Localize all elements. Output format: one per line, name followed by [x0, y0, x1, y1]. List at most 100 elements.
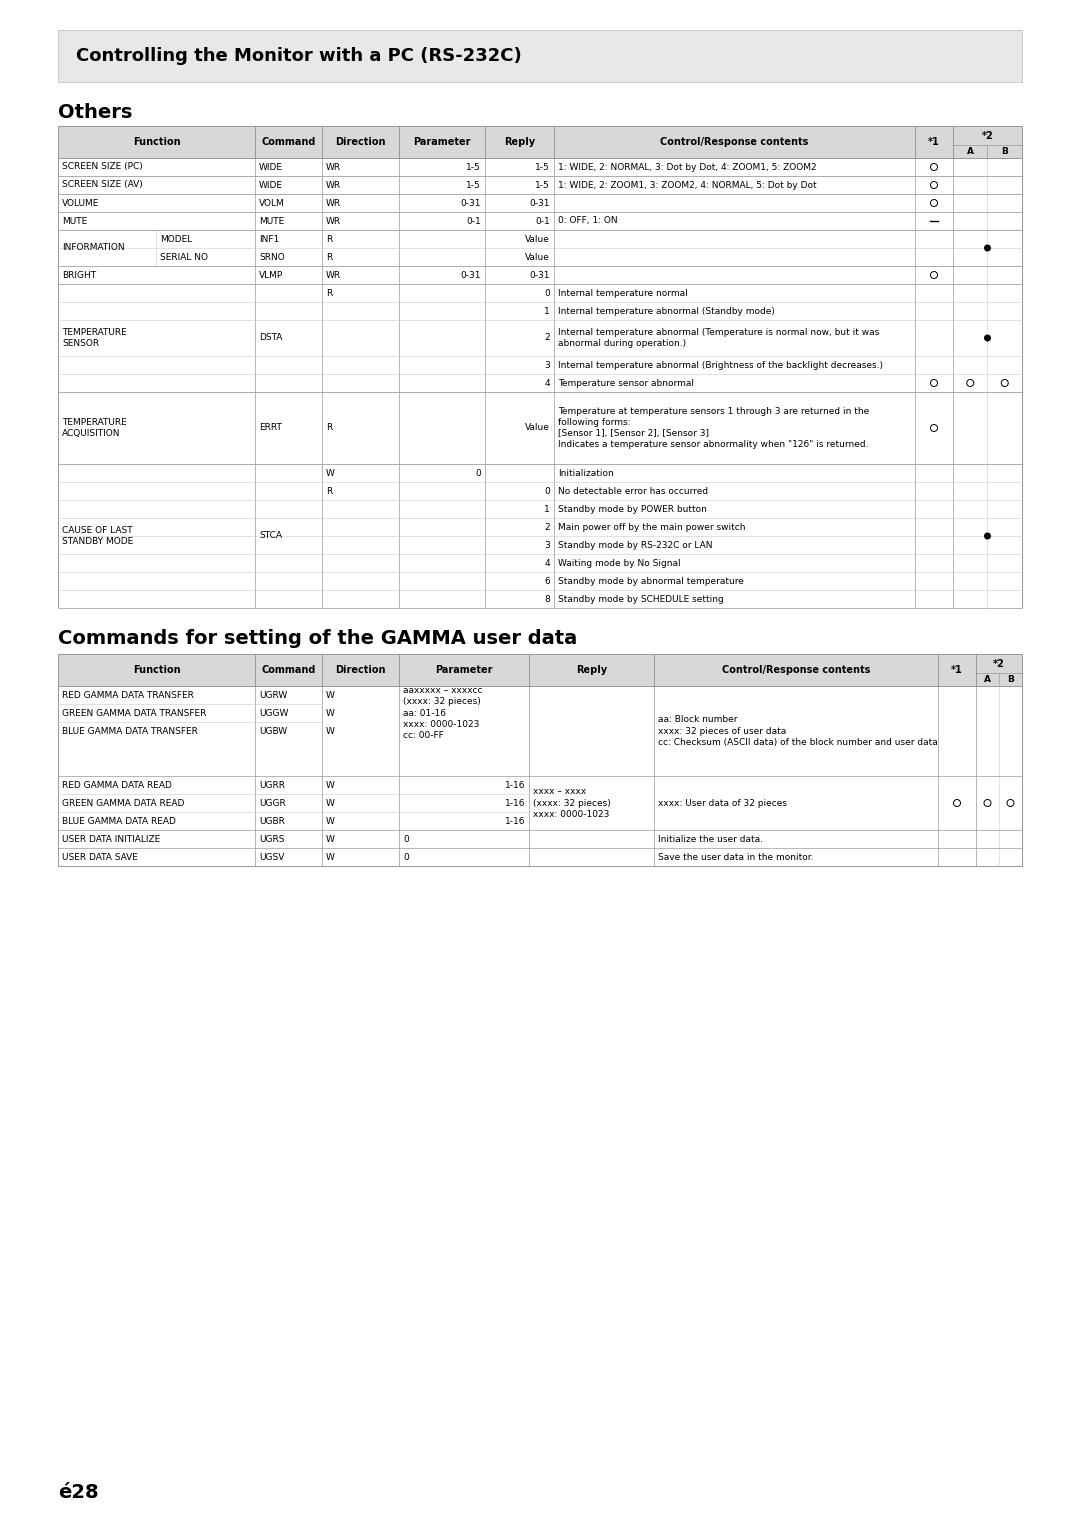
Text: GREEN GAMMA DATA READ: GREEN GAMMA DATA READ	[62, 799, 185, 808]
Text: Main power off by the main power switch: Main power off by the main power switch	[558, 522, 745, 531]
Text: RED GAMMA DATA TRANSFER: RED GAMMA DATA TRANSFER	[62, 690, 194, 699]
Bar	[58, 157, 1022, 608]
Text: Standby mode by RS-232C or LAN: Standby mode by RS-232C or LAN	[558, 541, 713, 550]
Text: A: A	[984, 675, 991, 684]
Text: W: W	[326, 852, 335, 861]
Text: xxxx – xxxx
(xxxx: 32 pieces)
xxxx: 0000-1023: xxxx – xxxx (xxxx: 32 pieces) xxxx: 0000…	[534, 788, 611, 818]
Text: Initialization: Initialization	[558, 469, 613, 478]
Text: W: W	[326, 780, 335, 789]
Text: é28: é28	[58, 1483, 98, 1501]
Text: B: B	[1007, 675, 1014, 684]
Text: INF1: INF1	[259, 235, 280, 243]
Text: R: R	[326, 289, 333, 298]
Text: WR: WR	[326, 270, 341, 279]
Text: MUTE: MUTE	[259, 217, 284, 226]
Text: R: R	[326, 235, 333, 243]
Text: INFORMATION: INFORMATION	[62, 243, 124, 252]
Text: WR: WR	[326, 217, 341, 226]
Text: Controlling the Monitor with a PC (RS-232C): Controlling the Monitor with a PC (RS-23…	[76, 47, 522, 66]
Text: 1-16: 1-16	[504, 817, 525, 826]
Text: 0: 0	[403, 852, 408, 861]
Text: Commands for setting of the GAMMA user data: Commands for setting of the GAMMA user d…	[58, 629, 577, 647]
Text: Save the user data in the monitor.: Save the user data in the monitor.	[658, 852, 813, 861]
Text: Internal temperature abnormal (Temperature is normal now, but it was
abnormal du: Internal temperature abnormal (Temperatu…	[558, 328, 879, 348]
Text: 1-5: 1-5	[536, 180, 550, 189]
Text: 1-16: 1-16	[504, 780, 525, 789]
Bar	[58, 686, 1022, 866]
Text: 0-31: 0-31	[460, 270, 481, 279]
Text: Reply: Reply	[504, 137, 535, 147]
Text: *2: *2	[982, 131, 994, 140]
Text: 3: 3	[544, 541, 550, 550]
Text: No detectable error has occurred: No detectable error has occurred	[558, 487, 708, 495]
Text: Value: Value	[525, 423, 550, 432]
Text: Temperature sensor abnormal: Temperature sensor abnormal	[558, 379, 694, 388]
Text: Parameter: Parameter	[435, 664, 492, 675]
Text: UGRS: UGRS	[259, 834, 284, 843]
Text: aa: Block number
xxxx: 32 pieces of user data
cc: Checksum (ASCII data) of the b: aa: Block number xxxx: 32 pieces of user…	[658, 716, 937, 747]
Text: *1: *1	[928, 137, 940, 147]
Text: Parameter: Parameter	[414, 137, 471, 147]
Text: 2: 2	[544, 333, 550, 342]
Text: B: B	[1001, 147, 1009, 156]
Text: Initialize the user data.: Initialize the user data.	[658, 834, 762, 843]
Text: R: R	[326, 487, 333, 495]
Text: VOLM: VOLM	[259, 199, 285, 208]
Text: UGRW: UGRW	[259, 690, 287, 699]
Text: aaxxxxx – xxxxcc
(xxxx: 32 pieces)
aa: 01-16
xxxx: 0000-1023
cc: 00-FF: aaxxxxx – xxxxcc (xxxx: 32 pieces) aa: 0…	[403, 686, 483, 739]
Text: BLUE GAMMA DATA TRANSFER: BLUE GAMMA DATA TRANSFER	[62, 727, 198, 736]
Text: Standby mode by SCHEDULE setting: Standby mode by SCHEDULE setting	[558, 594, 724, 603]
Text: 1-5: 1-5	[467, 162, 481, 171]
Text: BLUE GAMMA DATA READ: BLUE GAMMA DATA READ	[62, 817, 176, 826]
Text: VLMP: VLMP	[259, 270, 283, 279]
Text: MODEL: MODEL	[161, 235, 192, 243]
Text: 1: 1	[544, 504, 550, 513]
Text: Others: Others	[58, 102, 133, 122]
Bar	[58, 127, 1022, 157]
Text: VOLUME: VOLUME	[62, 199, 99, 208]
Text: W: W	[326, 817, 335, 826]
Text: W: W	[326, 727, 335, 736]
Text: W: W	[326, 690, 335, 699]
Text: DSTA: DSTA	[259, 333, 282, 342]
Text: 4: 4	[544, 379, 550, 388]
Text: 6: 6	[544, 577, 550, 585]
Text: Value: Value	[525, 252, 550, 261]
Text: Internal temperature normal: Internal temperature normal	[558, 289, 688, 298]
Text: SERIAL NO: SERIAL NO	[161, 252, 208, 261]
Text: Waiting mode by No Signal: Waiting mode by No Signal	[558, 559, 680, 568]
Text: WR: WR	[326, 180, 341, 189]
Text: 0-1: 0-1	[536, 217, 550, 226]
Text: Control/Response contents: Control/Response contents	[721, 664, 870, 675]
Text: 8: 8	[544, 594, 550, 603]
Text: 2: 2	[544, 522, 550, 531]
Text: SRNO: SRNO	[259, 252, 285, 261]
Text: MUTE: MUTE	[62, 217, 87, 226]
Text: 0: 0	[544, 289, 550, 298]
Text: WR: WR	[326, 162, 341, 171]
Text: CAUSE OF LAST
STANDBY MODE: CAUSE OF LAST STANDBY MODE	[62, 525, 133, 547]
Text: W: W	[326, 469, 335, 478]
Text: W: W	[326, 709, 335, 718]
Text: 1: WIDE, 2: NORMAL, 3: Dot by Dot, 4: ZOOM1, 5: ZOOM2: 1: WIDE, 2: NORMAL, 3: Dot by Dot, 4: ZO…	[558, 162, 816, 171]
Text: 0-1: 0-1	[467, 217, 481, 226]
Text: *1: *1	[951, 664, 963, 675]
Text: Direction: Direction	[335, 664, 386, 675]
Circle shape	[984, 244, 991, 252]
Text: W: W	[326, 799, 335, 808]
Circle shape	[984, 533, 991, 539]
Text: UGGR: UGGR	[259, 799, 286, 808]
Bar	[58, 31, 1022, 82]
Text: A: A	[967, 147, 974, 156]
Text: Function: Function	[133, 664, 180, 675]
Text: Internal temperature abnormal (Standby mode): Internal temperature abnormal (Standby m…	[558, 307, 774, 316]
Text: WIDE: WIDE	[259, 162, 283, 171]
Text: TEMPERATURE
SENSOR: TEMPERATURE SENSOR	[62, 328, 126, 348]
Text: Temperature at temperature sensors 1 through 3 are returned in the
following for: Temperature at temperature sensors 1 thr…	[558, 406, 869, 449]
Text: ERRT: ERRT	[259, 423, 282, 432]
Text: Standby mode by POWER button: Standby mode by POWER button	[558, 504, 707, 513]
Text: R: R	[326, 423, 333, 432]
Text: Internal temperature abnormal (Brightness of the backlight decreases.): Internal temperature abnormal (Brightnes…	[558, 360, 883, 370]
Text: SCREEN SIZE (PC): SCREEN SIZE (PC)	[62, 162, 143, 171]
Text: WIDE: WIDE	[259, 180, 283, 189]
